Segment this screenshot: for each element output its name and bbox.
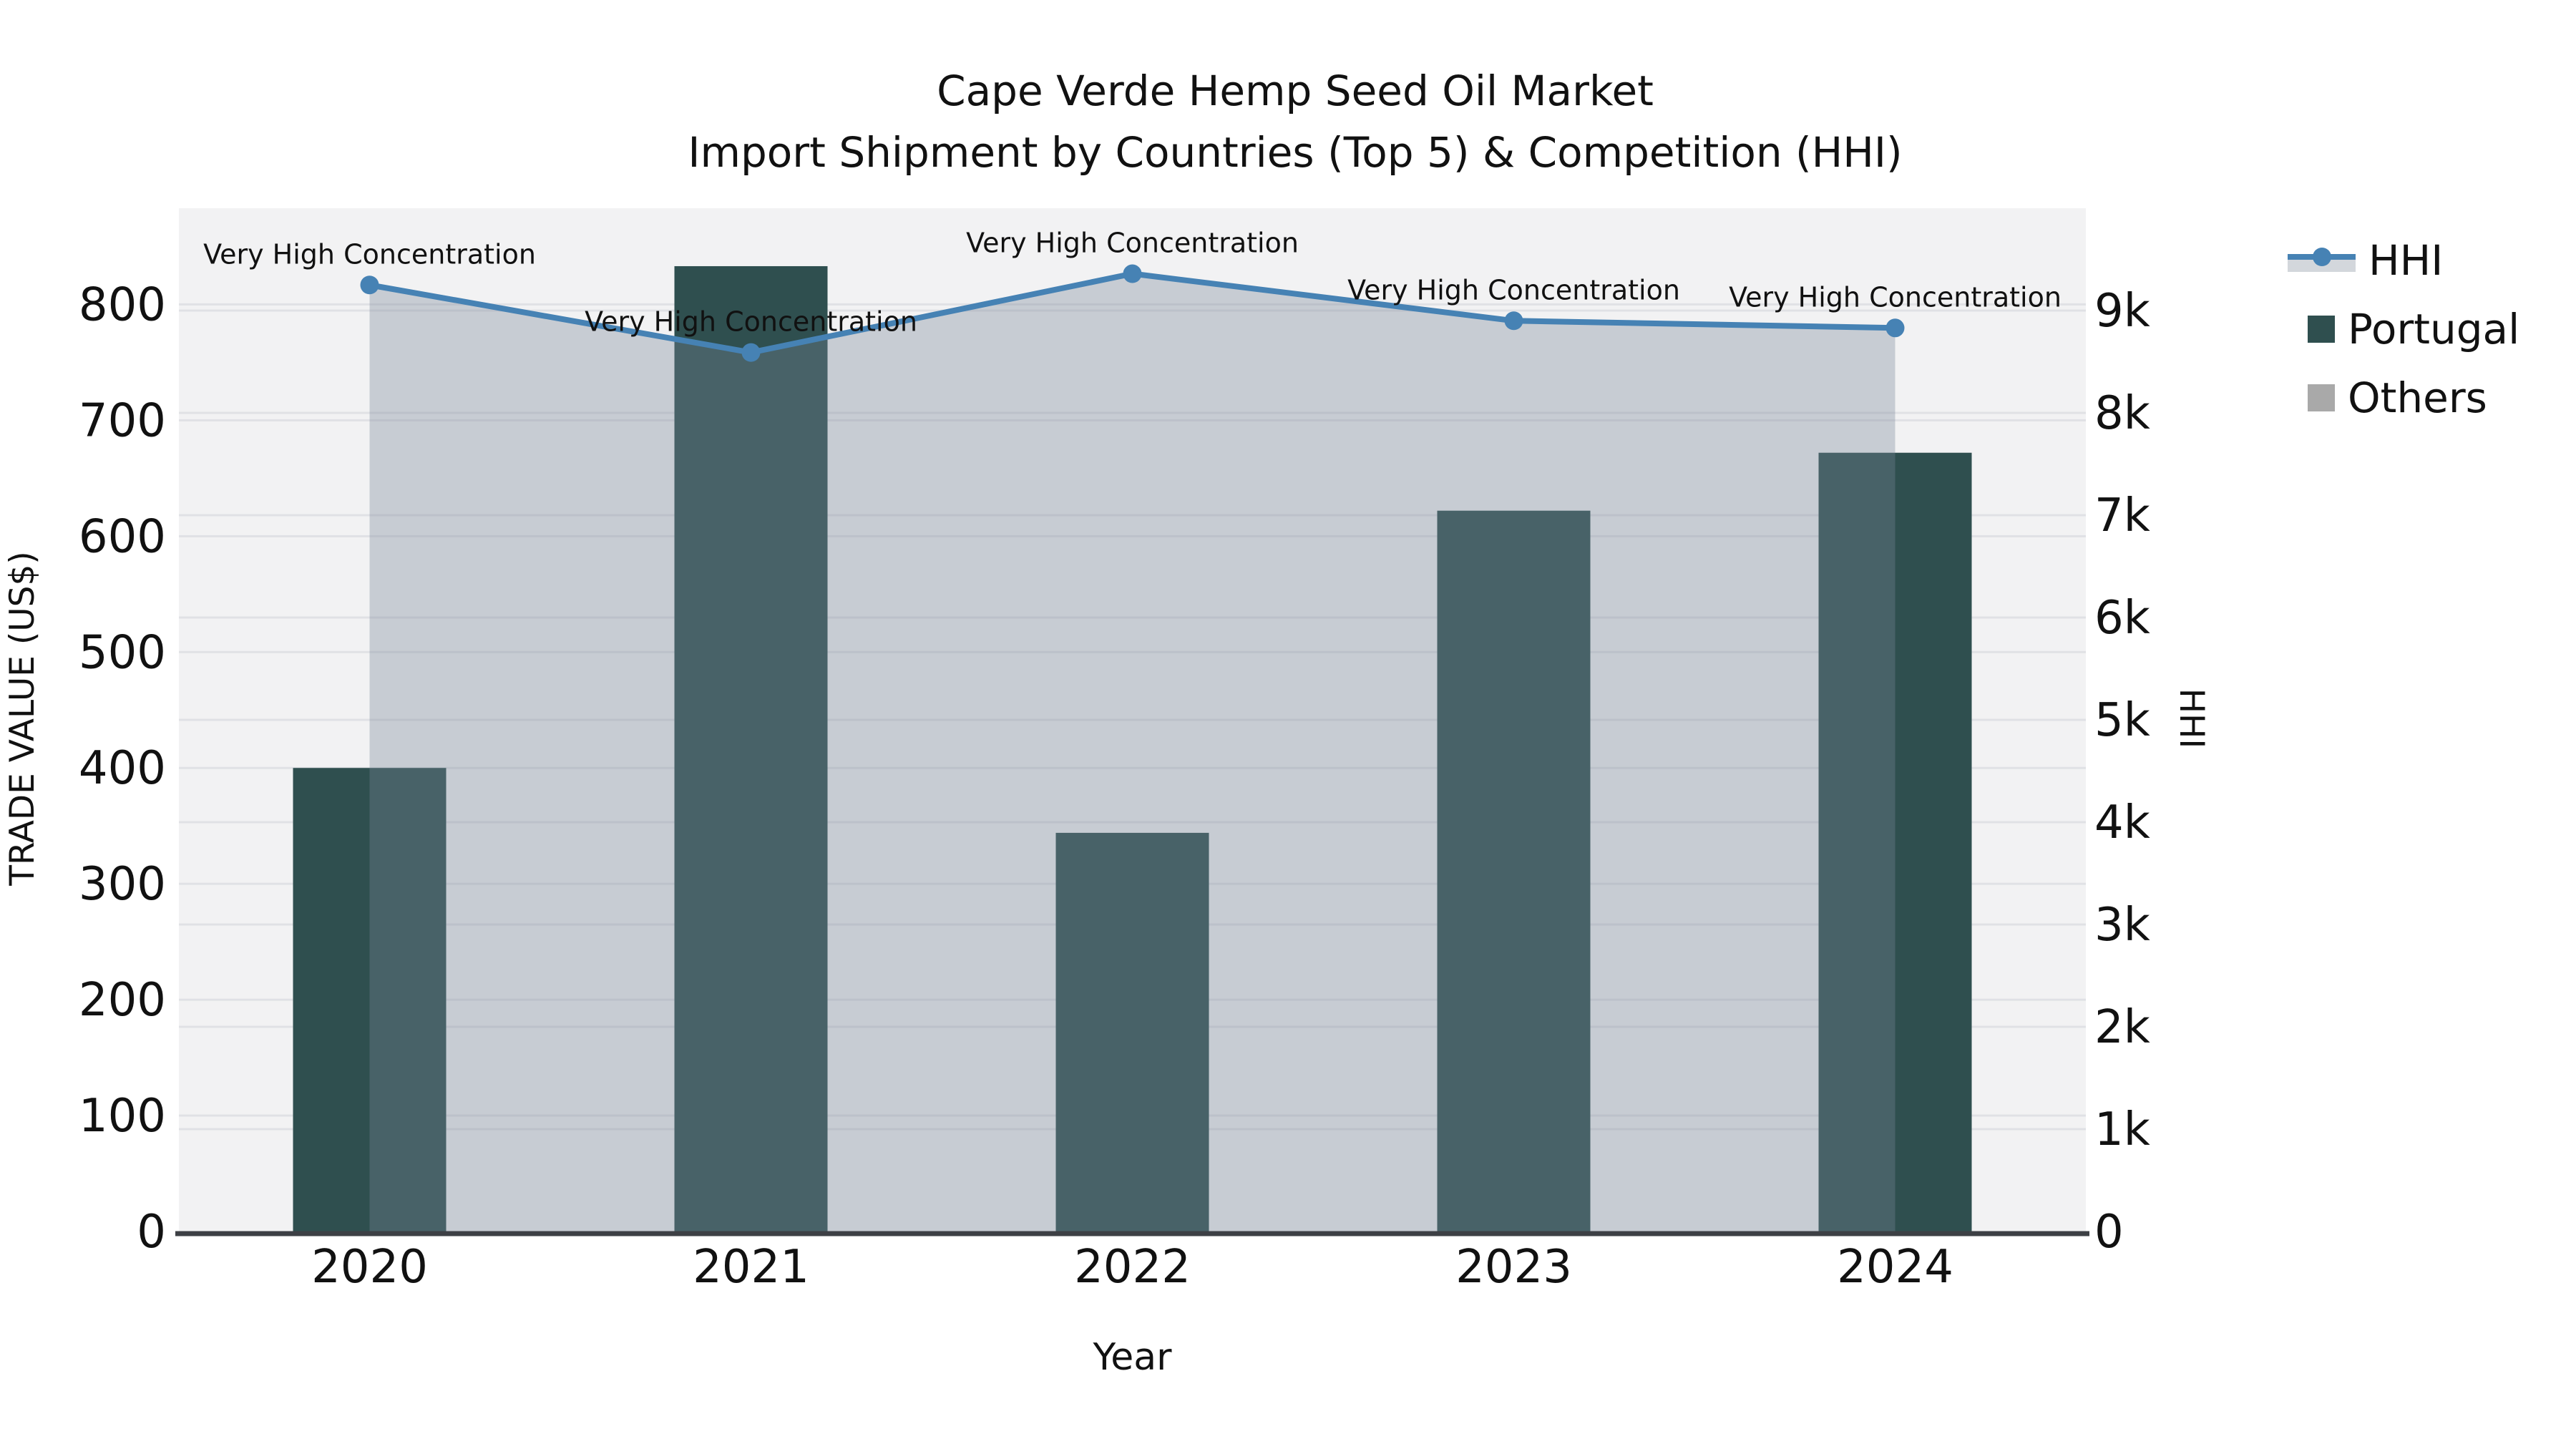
bar-portugal-2022 bbox=[1055, 832, 1209, 1231]
hhi-line-legend-icon bbox=[2288, 245, 2356, 276]
bar-portugal-2023 bbox=[1437, 510, 1591, 1231]
legend-label: Others bbox=[2348, 374, 2487, 422]
x-axis-title: Year bbox=[1093, 1336, 1172, 1379]
y-right-tick-label: 7k bbox=[2094, 489, 2150, 542]
bar-portugal-2020 bbox=[293, 768, 447, 1231]
y-left-tick-label: 400 bbox=[79, 742, 166, 795]
others-swatch-icon bbox=[2308, 384, 2335, 411]
y-left-tick-label: 600 bbox=[79, 510, 166, 563]
x-tick-label-2024: 2024 bbox=[1837, 1241, 1953, 1294]
y-right-tick-label: 2k bbox=[2094, 1001, 2150, 1054]
y-right-tick-label: 0 bbox=[2094, 1206, 2124, 1259]
x-tick-label-2021: 2021 bbox=[693, 1241, 809, 1294]
annotation-2022: Very High Concentration bbox=[966, 228, 1299, 259]
y-right-tick-label: 5k bbox=[2094, 694, 2150, 747]
bar-portugal-2024 bbox=[1818, 452, 1972, 1231]
annotation-2023: Very High Concentration bbox=[1347, 274, 1680, 306]
y-left-tick-label: 0 bbox=[137, 1206, 166, 1259]
y-left-tick-label: 500 bbox=[79, 626, 166, 679]
legend-item-portugal: Portugal bbox=[2288, 295, 2519, 364]
y-right-tick-label: 6k bbox=[2094, 592, 2150, 645]
annotation-2020: Very High Concentration bbox=[203, 238, 536, 270]
bar-portugal-2021 bbox=[674, 265, 828, 1232]
chart-title-line2: Import Shipment by Countries (Top 5) & C… bbox=[688, 128, 1903, 177]
y-left-tick-label: 200 bbox=[79, 974, 166, 1027]
y-right-tick-label: 3k bbox=[2094, 899, 2150, 952]
legend-item-others: Others bbox=[2288, 364, 2519, 432]
chart-title: Cape Verde Hemp Seed Oil Market Import S… bbox=[0, 60, 2576, 183]
hhi-point-2023 bbox=[1504, 311, 1523, 331]
y-right-tick-label: 4k bbox=[2094, 796, 2150, 849]
hhi-point-2020 bbox=[360, 275, 379, 295]
y-axis-title-left: TRADE VALUE (US$) bbox=[3, 551, 42, 886]
y-left-tick-label: 700 bbox=[79, 394, 166, 447]
y-axis-title-right: HHI bbox=[2172, 688, 2211, 749]
x-tick-label-2020: 2020 bbox=[311, 1241, 428, 1294]
hhi-point-2022 bbox=[1123, 264, 1142, 283]
annotation-2021: Very High Concentration bbox=[585, 306, 917, 338]
y-right-tick-label: 9k bbox=[2094, 285, 2150, 338]
y-left-tick-label: 300 bbox=[79, 858, 166, 911]
y-left-tick-label: 100 bbox=[79, 1090, 166, 1143]
x-tick-label-2022: 2022 bbox=[1074, 1241, 1191, 1294]
hhi-point-2024 bbox=[1885, 318, 1905, 338]
legend-item-hhi: HHI bbox=[2288, 226, 2519, 295]
hhi-point-2021 bbox=[741, 343, 761, 362]
annotation-2024: Very High Concentration bbox=[1729, 281, 2062, 313]
y-right-tick-label: 8k bbox=[2094, 387, 2150, 440]
chart-title-line1: Cape Verde Hemp Seed Oil Market bbox=[937, 67, 1654, 115]
x-tick-label-2023: 2023 bbox=[1455, 1241, 1572, 1294]
legend-label: HHI bbox=[2368, 236, 2444, 285]
hhi-area bbox=[369, 273, 1896, 1231]
legend: HHI Portugal Others bbox=[2288, 226, 2519, 432]
legend-label: Portugal bbox=[2348, 305, 2520, 353]
y-right-tick-label: 1k bbox=[2094, 1103, 2150, 1156]
portugal-swatch-icon bbox=[2308, 316, 2335, 343]
y-left-tick-label: 800 bbox=[79, 278, 166, 331]
